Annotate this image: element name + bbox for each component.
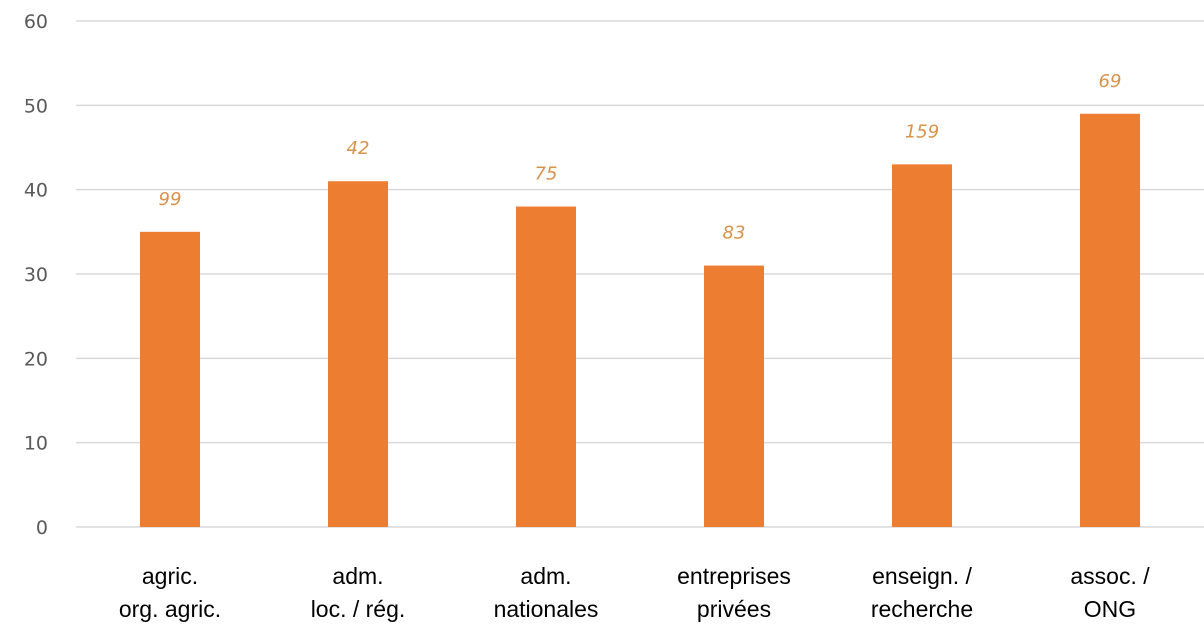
data-label: 83 — [723, 223, 746, 244]
data-label: 42 — [347, 138, 370, 159]
category-label: adm. — [332, 563, 383, 589]
data-label: 99 — [159, 189, 182, 210]
category-label: agric. — [142, 563, 198, 589]
category-label: recherche — [871, 596, 973, 622]
bar — [328, 181, 388, 527]
bars — [140, 113, 1140, 528]
data-label: 159 — [905, 121, 939, 142]
x-axis-categories: agric. org. agric. adm. loc. / rég. adm. nati… — [119, 563, 1150, 622]
y-tick-label: 30 — [24, 264, 48, 286]
category-label: ONG — [1084, 596, 1136, 622]
data-labels: 99 42 75 83 159 69 — [159, 71, 1122, 244]
gridlines — [76, 20, 1204, 528]
category-label: privées — [697, 596, 771, 622]
data-label: 69 — [1099, 71, 1122, 92]
y-tick-label: 50 — [24, 95, 48, 117]
category-label: nationales — [494, 596, 599, 622]
data-label: 75 — [535, 164, 558, 185]
y-tick-label: 20 — [24, 348, 48, 370]
bar — [516, 206, 576, 528]
bar — [704, 265, 764, 527]
y-tick-label: 60 — [24, 11, 48, 33]
category-label: adm. — [520, 563, 571, 589]
category-label: entreprises — [677, 563, 791, 589]
bar — [140, 231, 200, 528]
bar — [1080, 113, 1140, 528]
y-tick-label: 40 — [24, 180, 48, 202]
y-axis-ticks: 0 10 20 30 40 50 60 — [24, 11, 48, 539]
category-label: assoc. / — [1070, 563, 1150, 589]
y-tick-label: 10 — [24, 433, 48, 455]
category-label: loc. / rég. — [311, 596, 406, 622]
bar — [892, 164, 952, 527]
y-tick-label: 0 — [36, 517, 48, 539]
category-label: enseign. / — [872, 563, 972, 589]
category-label: org. agric. — [119, 596, 221, 622]
